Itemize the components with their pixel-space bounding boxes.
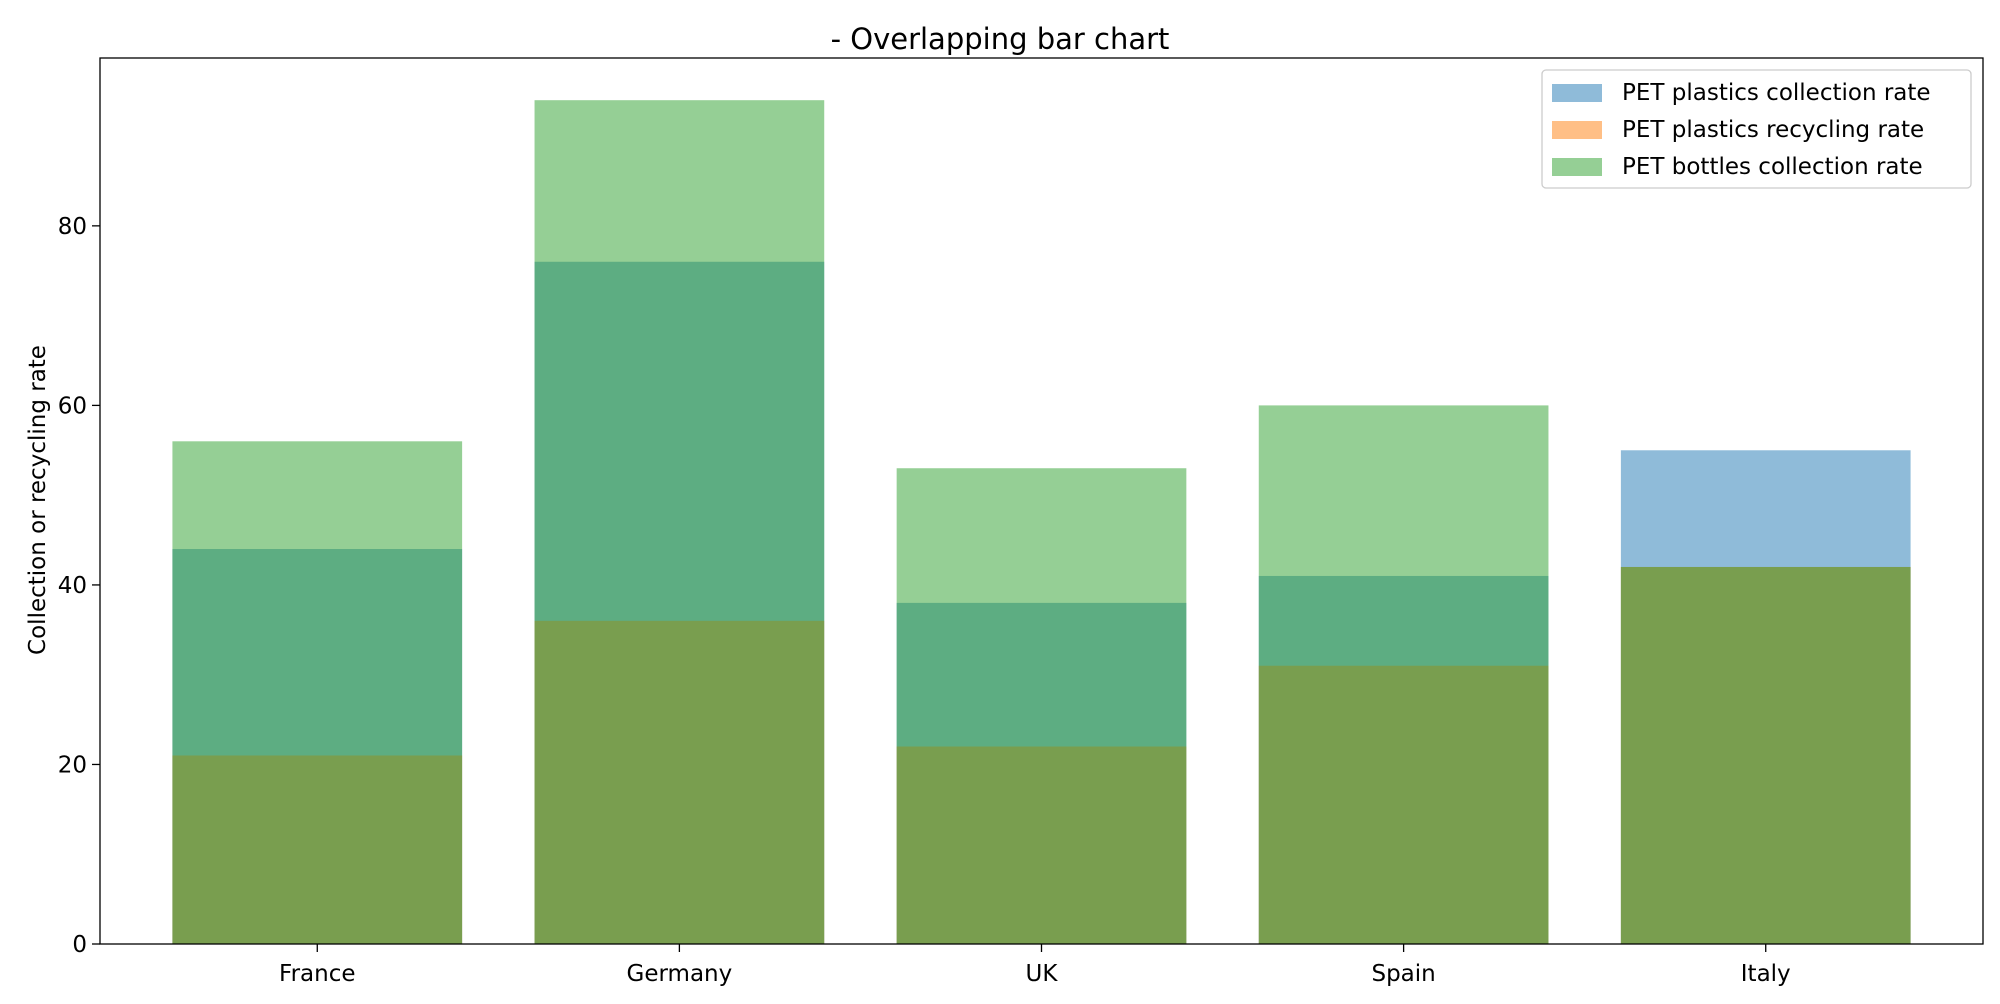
legend-label: PET plastics collection rate [1622,80,1931,106]
x-tick-label: Germany [627,961,733,987]
legend-swatch [1552,158,1602,176]
legend-swatch [1552,84,1602,102]
bar [896,468,1187,944]
y-tick-label: 0 [72,932,87,958]
x-tick-label: UK [1026,961,1059,987]
x-tick-label: Spain [1371,961,1435,987]
bar [1258,405,1549,944]
bars-layer [172,100,1911,945]
chart-title: - Overlapping bar chart [831,22,1170,56]
y-tick-label: 20 [58,752,87,778]
bar [534,100,825,944]
x-tick-label: Italy [1741,961,1791,987]
axes-layer: 0 20 40 60 80 France Germany UK Spain Italy [58,57,1984,987]
series-group [172,100,1911,944]
legend-swatch [1552,121,1602,139]
y-axis-label: Collection or recycling rate [25,345,51,655]
bar [172,441,463,944]
legend-label: PET plastics recycling rate [1622,117,1924,143]
x-tick-label: France [279,961,355,987]
y-tick-label: 80 [58,214,87,240]
legend-label: PET bottles collection rate [1622,154,1923,180]
legend-box [1541,69,1972,189]
bar [1620,566,1911,944]
y-tick-label: 60 [58,393,87,419]
y-tick-label: 40 [58,573,87,599]
legend: PET plastics collection rate PET plastics… [1541,69,1972,189]
